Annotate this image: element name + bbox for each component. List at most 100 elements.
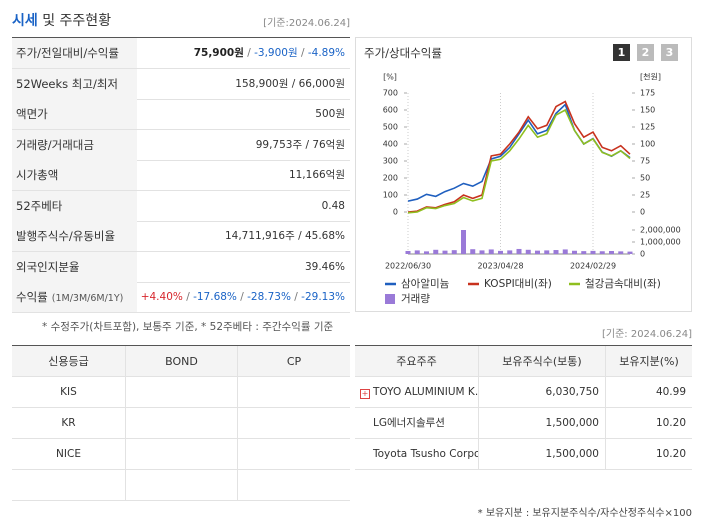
label-text: 52Weeks 최고/최저: [16, 76, 118, 91]
label-text: 52주베타: [16, 198, 63, 213]
column-header: 주요주주: [355, 346, 478, 377]
value-part: /: [290, 291, 302, 303]
summary-row: 외국인지분율 39.46%: [12, 251, 350, 283]
volume-bar: [498, 250, 503, 254]
volume-bar: [599, 251, 605, 254]
x-tick-label: 2023/04/28: [477, 262, 523, 271]
tick-label: 2,000,000: [640, 226, 681, 235]
volume-bar: [544, 250, 550, 254]
column-header: 신용등급: [12, 346, 125, 377]
table-cell: [237, 439, 350, 470]
label-sub: (1M/3M/6M/1Y): [51, 293, 124, 304]
table-cell: KIS: [12, 377, 125, 408]
tick-label: 175: [640, 89, 655, 98]
table-cell: [12, 470, 125, 501]
table-cell: LG에너지솔루션: [355, 408, 478, 439]
rule: [12, 37, 350, 38]
volume-bar: [525, 249, 531, 254]
table-cell: TOYO ALUMINIUM K. …: [355, 377, 478, 408]
table-cell: [125, 408, 237, 439]
value-part: /: [297, 47, 308, 59]
value-part: /: [182, 291, 194, 303]
volume-bar: [581, 251, 587, 254]
row-value: 500원: [315, 99, 345, 129]
axis-label: [%]: [383, 73, 397, 82]
volume-bar: [618, 251, 624, 254]
chart-tab-button[interactable]: 2: [637, 44, 654, 61]
series-line: [407, 103, 631, 202]
tick-label: 25: [640, 191, 650, 200]
date: [기준:2024.06.24]: [263, 18, 350, 29]
table-cell: [237, 470, 350, 501]
volume-bar: [553, 250, 559, 254]
summary-row: 시가총액 11,166억원: [12, 160, 350, 191]
value-part: 99,753주 / 76억원: [255, 138, 345, 151]
table-cell: 6,030,750: [478, 377, 605, 408]
table-cell: 40.99: [605, 377, 692, 408]
volume-bar: [414, 250, 420, 254]
footnote: * 보유지분 : 보유지분주식수/자수산정주식수×100: [477, 508, 692, 519]
legend-label: 거래량: [401, 293, 430, 305]
volume-bar: [627, 251, 633, 254]
column-header: 보유지분(%): [605, 346, 692, 377]
volume-bar: [572, 250, 577, 254]
tick-label: 1,000,000: [640, 238, 681, 247]
label-text: 거래량/거래대금: [16, 137, 94, 152]
tick-label: 75: [640, 157, 650, 166]
table-cell: [125, 470, 237, 501]
value-part: 500원: [315, 108, 345, 120]
table-cell: [125, 439, 237, 470]
row-label: 52Weeks 최고/최저: [12, 68, 137, 99]
legend-swatch: [385, 294, 395, 304]
legend-label: KOSPI대비(좌): [484, 278, 552, 290]
table-cell: NICE: [12, 439, 125, 470]
summary-row: 주가/전일대비/수익률 75,900원 / -3,900원 / -4.89%: [12, 38, 350, 69]
table-cell: Toyota Tsusho Corpor…: [355, 439, 478, 470]
label-text: 액면가: [16, 107, 48, 121]
x-tick-label: 2022/06/30: [385, 262, 431, 271]
footnote: * 수정주가(차트포함), 보통주 기준, * 52주베타 : 주간수익률 기준: [42, 321, 334, 333]
tick-label: 500: [383, 123, 398, 132]
tick-label: 600: [383, 106, 398, 115]
chart-tab-button[interactable]: 3: [661, 44, 678, 61]
volume-bar: [516, 248, 522, 254]
rule: [12, 345, 350, 346]
volume-bar: [433, 249, 439, 254]
tick-label: 0: [393, 208, 398, 217]
value-part: -28.73%: [247, 291, 291, 303]
rule: [355, 345, 692, 346]
volume-bar: [479, 250, 485, 254]
row-label: 주가/전일대비/수익률: [12, 38, 137, 68]
row-label: 외국인지분율: [12, 251, 137, 282]
table-cell: KR: [12, 408, 125, 439]
date: [기준: 2024.06.24]: [601, 329, 692, 340]
legend-label: 철강금속대비(좌): [585, 278, 661, 290]
row-value: 0.48: [322, 191, 345, 221]
value-part: 158,900원 / 66,000원: [235, 77, 345, 90]
volume-bar: [609, 251, 614, 254]
summary-row: 액면가 500원: [12, 99, 350, 130]
x-tick-label: 2024/02/29: [570, 262, 616, 271]
value-part: -3,900원: [254, 47, 298, 59]
label-text: 외국인지분율: [16, 259, 80, 274]
volume-bar: [451, 250, 457, 254]
table-cell: 10.20: [605, 439, 692, 470]
tick-label: 400: [383, 140, 398, 149]
volume-bar: [424, 251, 429, 254]
tick-label: 0: [640, 208, 645, 217]
table-cell: [237, 408, 350, 439]
table-cell: [237, 377, 350, 408]
legend-label: 삼아알미늄: [401, 278, 450, 290]
value-part: -4.89%: [307, 47, 345, 59]
title-main: 시세: [12, 13, 38, 29]
row-value: 75,900원 / -3,900원 / -4.89%: [194, 38, 345, 68]
value-part: +4.40%: [140, 291, 183, 303]
chart-title: 주가/상대수익률: [364, 46, 442, 60]
value-part: /: [236, 291, 248, 303]
volume-bar: [562, 249, 568, 254]
chart-tab-button[interactable]: 1: [613, 44, 630, 61]
row-label: 52주베타: [12, 190, 137, 221]
expand-icon[interactable]: +: [360, 389, 370, 399]
value-part: 14,711,916주 / 45.68%: [224, 230, 345, 242]
table-cell: 1,500,000: [478, 408, 605, 439]
